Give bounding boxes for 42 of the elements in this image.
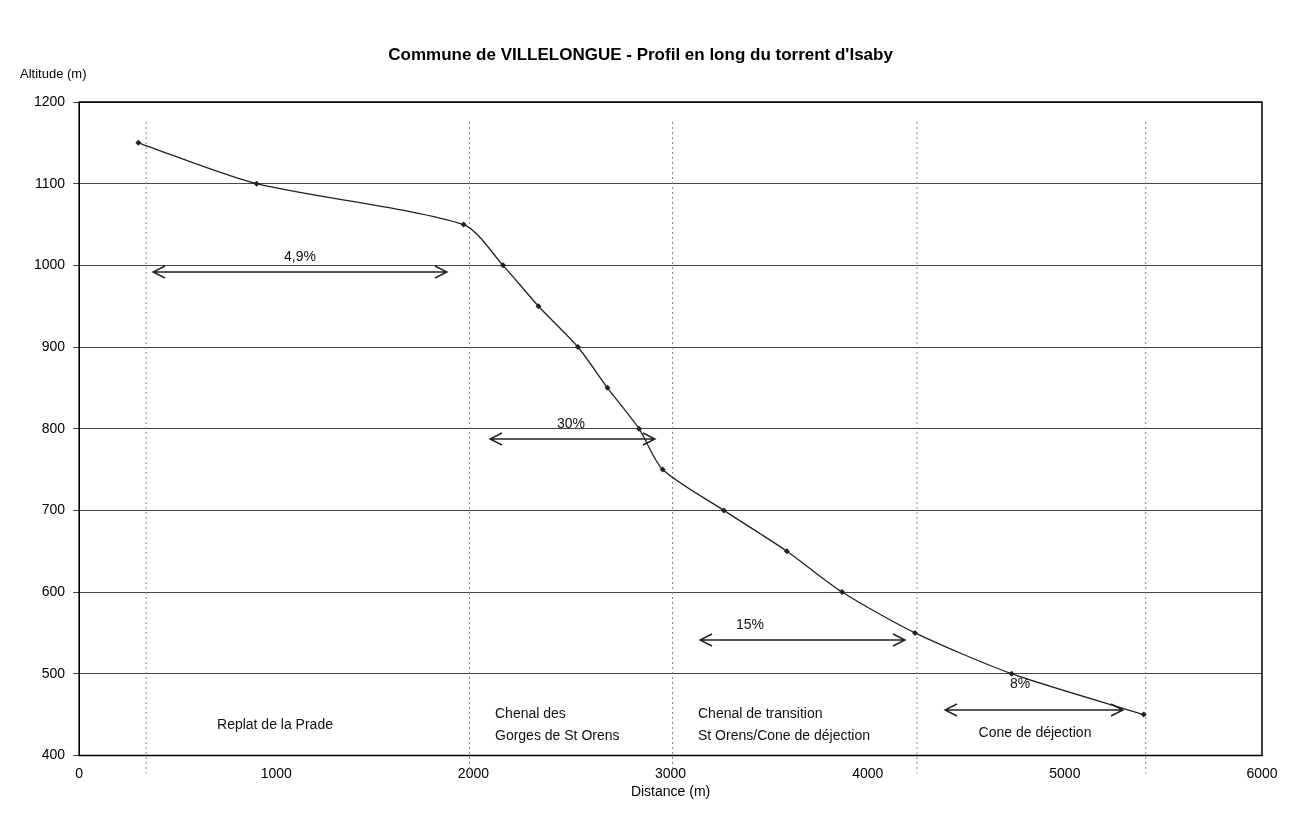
- y-tick-label: 800: [41, 419, 66, 436]
- point: [1008, 670, 1015, 677]
- annotation: Chenal de transition St Orens/Cone de déjection: [698, 704, 870, 745]
- point: [1140, 711, 1147, 718]
- annotation: 15%: [735, 615, 765, 634]
- y-tick-label: 1100: [35, 174, 66, 191]
- point: [135, 139, 142, 146]
- x-axis-title: Distance (m): [630, 783, 711, 800]
- x-tick-label: 2000: [457, 764, 490, 781]
- annotation: 4,9%: [284, 247, 316, 266]
- point: [783, 548, 790, 555]
- x-tick-label: 6000: [1246, 764, 1278, 781]
- y-tick-label: 900: [41, 337, 66, 354]
- x-tick-label: 0: [75, 764, 84, 781]
- point: [912, 629, 919, 636]
- annotation: Chenal des Gorges de St Orens: [495, 704, 620, 745]
- annotation: Replat de la Prade: [217, 715, 333, 734]
- point: [500, 262, 506, 269]
- y-tick-label: 700: [41, 501, 66, 518]
- point: [839, 589, 846, 596]
- annotation: 8%: [1009, 674, 1031, 693]
- point: [253, 180, 260, 187]
- x-tick-label: 5000: [1049, 764, 1081, 781]
- y-tick-label: 400: [41, 746, 66, 763]
- annotation: Cone de déjection: [978, 723, 1092, 742]
- point: [604, 384, 611, 391]
- point: [574, 344, 581, 351]
- x-tick-label: 3000: [654, 764, 687, 781]
- point: [460, 221, 467, 228]
- y-axis-title: Altitude (m): [20, 66, 87, 81]
- point: [720, 507, 727, 514]
- y-tick-label: 1200: [33, 92, 66, 109]
- y-tick-label: 500: [41, 664, 66, 681]
- y-tick-label: 600: [41, 582, 66, 599]
- y-tick-label: 1000: [33, 256, 66, 273]
- point: [535, 303, 542, 310]
- annotation: 30%: [556, 414, 586, 433]
- x-tick-label: 1000: [260, 764, 293, 781]
- point: [659, 466, 666, 473]
- chart-title: Commune de VILLELONGUE - Profil en long du torrent d'Isaby: [388, 45, 894, 64]
- point: [636, 425, 643, 432]
- x-tick-label: 4000: [852, 764, 884, 781]
